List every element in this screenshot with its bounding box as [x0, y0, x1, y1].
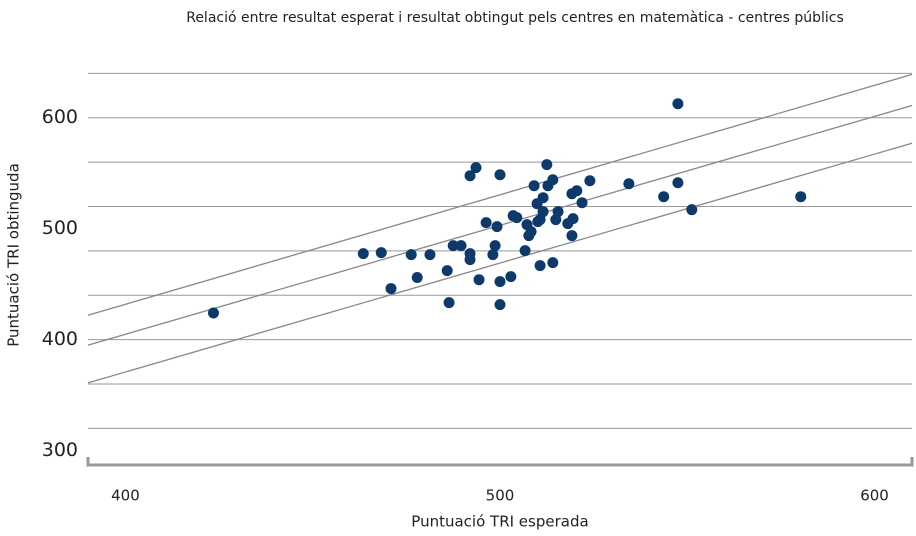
- point: [505, 271, 517, 283]
- point: [571, 185, 583, 197]
- x-tick-label: 600: [860, 487, 889, 505]
- point: [207, 307, 219, 319]
- point: [528, 180, 540, 192]
- point: [547, 257, 559, 269]
- point: [491, 221, 503, 233]
- point: [455, 240, 467, 252]
- x-tick-label: 500: [486, 487, 515, 505]
- point: [447, 240, 459, 252]
- point: [672, 177, 684, 189]
- point: [464, 254, 476, 266]
- point: [489, 240, 501, 252]
- point: [494, 276, 506, 288]
- point: [541, 159, 553, 171]
- point: [405, 249, 417, 261]
- x-axis-label: Puntuació TRI esperada: [411, 513, 588, 531]
- point: [566, 230, 578, 242]
- point: [547, 174, 559, 186]
- point: [525, 226, 537, 238]
- point: [411, 271, 423, 283]
- point: [552, 206, 564, 218]
- y-tick-label: 300: [42, 439, 78, 461]
- chart-title: Relació entre resultat esperat i resulta…: [186, 10, 844, 26]
- point: [534, 260, 546, 272]
- point: [576, 197, 588, 209]
- point: [357, 248, 369, 260]
- point: [686, 204, 698, 216]
- x-axis: [86, 457, 914, 467]
- reference-line: [87, 73, 913, 316]
- point: [494, 299, 506, 311]
- point: [795, 191, 807, 203]
- point: [487, 249, 499, 261]
- point: [584, 175, 596, 187]
- point: [672, 98, 684, 110]
- y-tick-label: 400: [42, 328, 78, 350]
- point: [375, 247, 387, 259]
- point: [537, 206, 549, 218]
- point: [494, 169, 506, 181]
- point: [511, 212, 523, 224]
- point: [480, 217, 492, 229]
- point: [464, 170, 476, 182]
- y-tick-label: 600: [42, 106, 78, 128]
- x-tick-label: 400: [111, 487, 140, 505]
- point: [424, 249, 436, 261]
- point: [623, 178, 635, 190]
- point: [537, 192, 549, 204]
- point: [567, 213, 579, 225]
- reference-line: [87, 142, 913, 384]
- point: [470, 162, 482, 174]
- y-tick-label: 500: [42, 217, 78, 239]
- point: [443, 297, 455, 309]
- y-axis-label: Puntuació TRI obtinguda: [5, 163, 23, 347]
- point: [385, 283, 397, 295]
- point: [658, 191, 670, 203]
- point: [441, 265, 453, 277]
- point: [519, 245, 531, 257]
- point: [473, 274, 485, 286]
